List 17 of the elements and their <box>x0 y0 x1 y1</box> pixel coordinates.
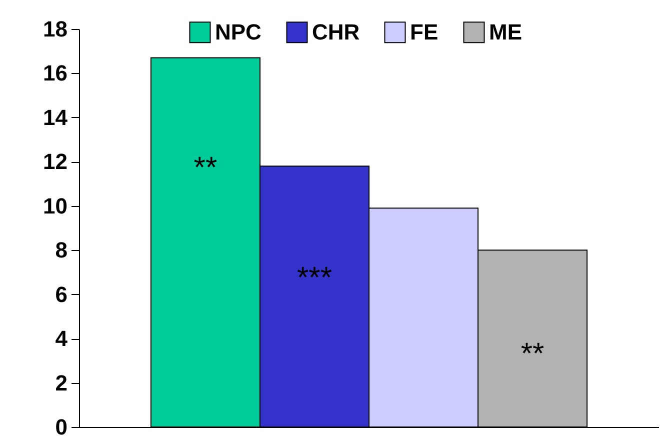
y-tick-label: 0 <box>55 414 68 437</box>
data-label: ** <box>520 337 545 370</box>
legend-label: FE <box>410 19 438 44</box>
y-tick-label: 6 <box>55 282 68 307</box>
y-tick-label: 16 <box>43 60 68 86</box>
y-tick-label: 10 <box>43 193 68 218</box>
y-tick-label: 2 <box>55 370 68 396</box>
y-tick-label: 12 <box>43 149 68 174</box>
legend-label: NPC <box>215 19 262 44</box>
legend-label: CHR <box>312 19 360 44</box>
legend-label: ME <box>489 19 522 44</box>
y-tick-label: 4 <box>55 326 68 352</box>
y-tick-label: 8 <box>55 238 68 263</box>
data-label: ** <box>194 152 218 185</box>
data-label: *** <box>296 261 332 294</box>
y-tick-label: 14 <box>43 104 68 130</box>
y-tick-label: 18 <box>43 16 68 42</box>
